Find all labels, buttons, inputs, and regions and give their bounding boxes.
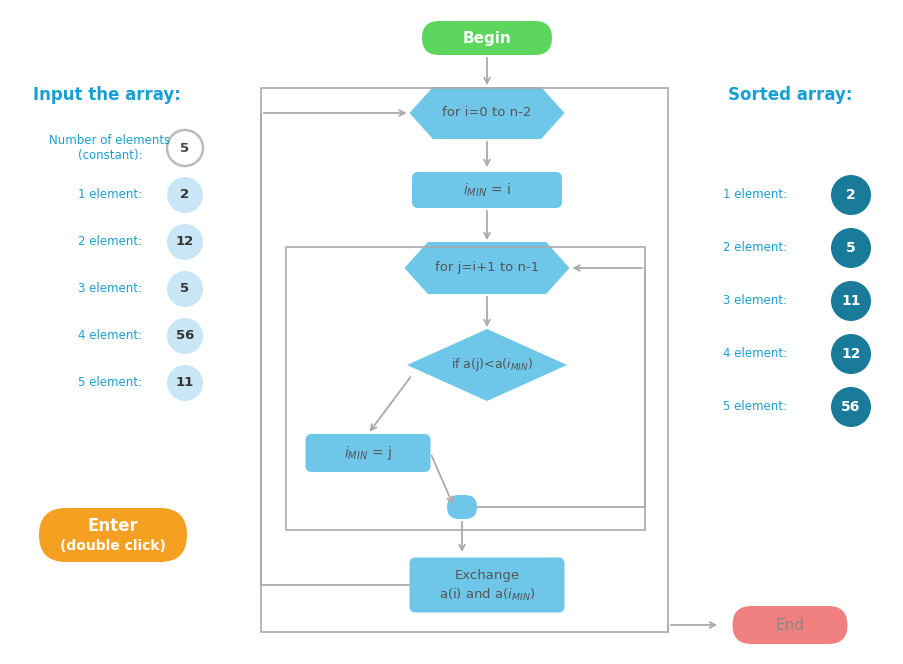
Text: 5: 5 <box>845 241 855 255</box>
Text: Number of elements
(constant):: Number of elements (constant): <box>50 134 171 162</box>
Circle shape <box>167 365 203 401</box>
Text: 2 element:: 2 element: <box>78 236 142 248</box>
Text: 2 element:: 2 element: <box>722 242 787 254</box>
Text: 3 element:: 3 element: <box>78 282 142 295</box>
Circle shape <box>167 130 203 166</box>
Text: 1 element:: 1 element: <box>78 189 142 201</box>
Text: Enter: Enter <box>88 517 138 535</box>
Text: 4 element:: 4 element: <box>722 347 787 361</box>
Text: 2: 2 <box>181 189 190 201</box>
FancyBboxPatch shape <box>305 434 430 472</box>
Text: 5: 5 <box>181 282 190 295</box>
Circle shape <box>167 224 203 260</box>
Text: 3 element:: 3 element: <box>722 295 787 307</box>
Circle shape <box>830 334 870 374</box>
Text: Exchange: Exchange <box>454 570 519 582</box>
Text: 1 element:: 1 element: <box>722 189 787 201</box>
Text: 12: 12 <box>841 347 860 361</box>
FancyBboxPatch shape <box>422 21 552 55</box>
Circle shape <box>830 175 870 215</box>
Text: 5: 5 <box>181 141 190 155</box>
Text: 11: 11 <box>841 294 860 308</box>
Circle shape <box>830 281 870 321</box>
FancyBboxPatch shape <box>39 508 187 562</box>
FancyBboxPatch shape <box>412 172 562 208</box>
Text: End: End <box>775 618 804 633</box>
Circle shape <box>167 318 203 354</box>
Text: 2: 2 <box>845 188 855 202</box>
Text: 12: 12 <box>176 236 194 248</box>
Text: if a(j)<a($i_{MIN}$): if a(j)<a($i_{MIN}$) <box>451 357 533 373</box>
Text: 56: 56 <box>841 400 860 414</box>
Polygon shape <box>404 242 569 294</box>
Circle shape <box>167 177 203 213</box>
Text: $i_{MIN}$ = i: $i_{MIN}$ = i <box>462 181 510 199</box>
Text: Input the array:: Input the array: <box>33 86 181 104</box>
Text: 5 element:: 5 element: <box>722 400 787 414</box>
Text: 11: 11 <box>176 376 194 390</box>
Text: $i_{MIN}$ = j: $i_{MIN}$ = j <box>344 444 392 462</box>
FancyBboxPatch shape <box>446 495 477 519</box>
Text: 4 element:: 4 element: <box>78 329 142 343</box>
Bar <box>261 88 667 632</box>
Text: 5 element:: 5 element: <box>78 376 142 390</box>
Bar <box>285 247 644 530</box>
Text: for j=i+1 to n-1: for j=i+1 to n-1 <box>434 262 538 274</box>
Polygon shape <box>406 329 566 401</box>
Polygon shape <box>409 87 563 139</box>
Text: (double click): (double click) <box>60 539 166 553</box>
Circle shape <box>830 387 870 427</box>
Circle shape <box>830 228 870 268</box>
Text: for i=0 to n-2: for i=0 to n-2 <box>442 106 531 120</box>
Text: Sorted array:: Sorted array: <box>727 86 852 104</box>
FancyBboxPatch shape <box>409 558 563 612</box>
Circle shape <box>167 271 203 307</box>
Text: Begin: Begin <box>462 31 511 46</box>
FancyBboxPatch shape <box>731 606 847 644</box>
Text: a(i) and a($i_{MIN}$): a(i) and a($i_{MIN}$) <box>438 587 535 603</box>
Text: 56: 56 <box>175 329 194 343</box>
